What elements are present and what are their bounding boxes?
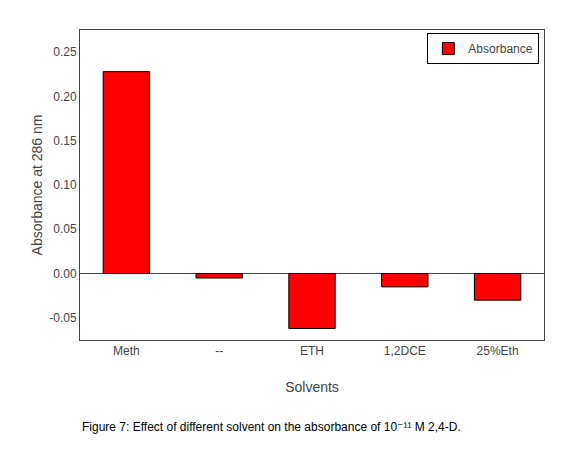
svg-text:Absorbance at 286 nm: Absorbance at 286 nm [29,115,45,256]
svg-text:-0.05: -0.05 [49,311,77,325]
svg-text:25%Eth: 25%Eth [477,344,519,358]
svg-text:Meth: Meth [113,344,140,358]
svg-text:0.15: 0.15 [53,134,77,148]
svg-text:0.00: 0.00 [53,267,77,281]
svg-text:0.20: 0.20 [53,90,77,104]
svg-text:1,2DCE: 1,2DCE [384,344,426,358]
svg-text:0.05: 0.05 [53,222,77,236]
svg-text:0.10: 0.10 [53,178,77,192]
svg-text:0.25: 0.25 [53,45,77,59]
svg-text:--: -- [215,344,223,358]
svg-text:ETH: ETH [300,344,324,358]
svg-text:Solvents: Solvents [285,379,339,395]
svg-text:Absorbance: Absorbance [468,42,532,56]
svg-text:Figure 7: Effect of different: Figure 7: Effect of different solvent on… [82,420,461,434]
